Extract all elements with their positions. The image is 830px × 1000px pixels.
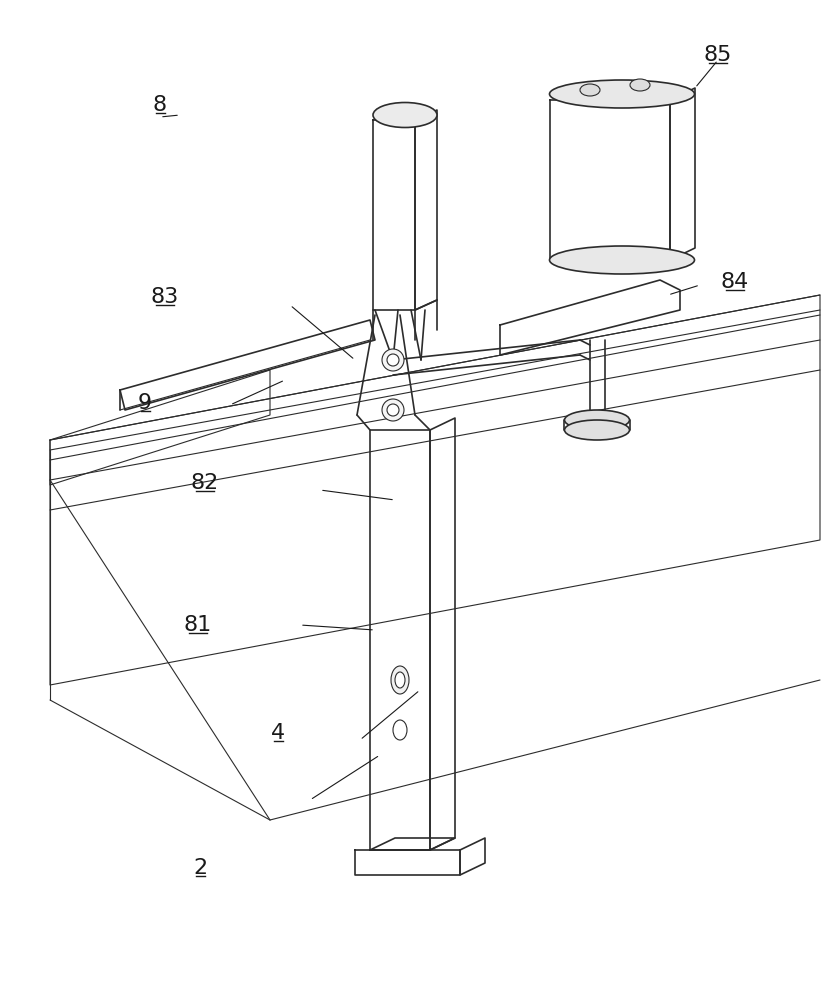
Ellipse shape — [387, 354, 399, 366]
Ellipse shape — [395, 672, 405, 688]
Ellipse shape — [564, 410, 629, 430]
Text: 9: 9 — [138, 393, 152, 413]
Text: 8: 8 — [153, 95, 167, 115]
Ellipse shape — [373, 103, 437, 127]
Text: 85: 85 — [704, 45, 732, 65]
Text: 2: 2 — [193, 858, 207, 878]
Text: 84: 84 — [721, 272, 749, 292]
Ellipse shape — [630, 79, 650, 91]
Ellipse shape — [580, 84, 600, 96]
Ellipse shape — [549, 246, 695, 274]
Ellipse shape — [393, 720, 407, 740]
Text: 83: 83 — [151, 287, 179, 307]
Ellipse shape — [549, 80, 695, 108]
Ellipse shape — [564, 420, 629, 440]
Ellipse shape — [382, 349, 404, 371]
Ellipse shape — [387, 404, 399, 416]
Text: 4: 4 — [271, 723, 285, 743]
Text: 82: 82 — [191, 473, 219, 493]
Ellipse shape — [382, 399, 404, 421]
Text: 81: 81 — [184, 615, 212, 635]
Ellipse shape — [391, 666, 409, 694]
